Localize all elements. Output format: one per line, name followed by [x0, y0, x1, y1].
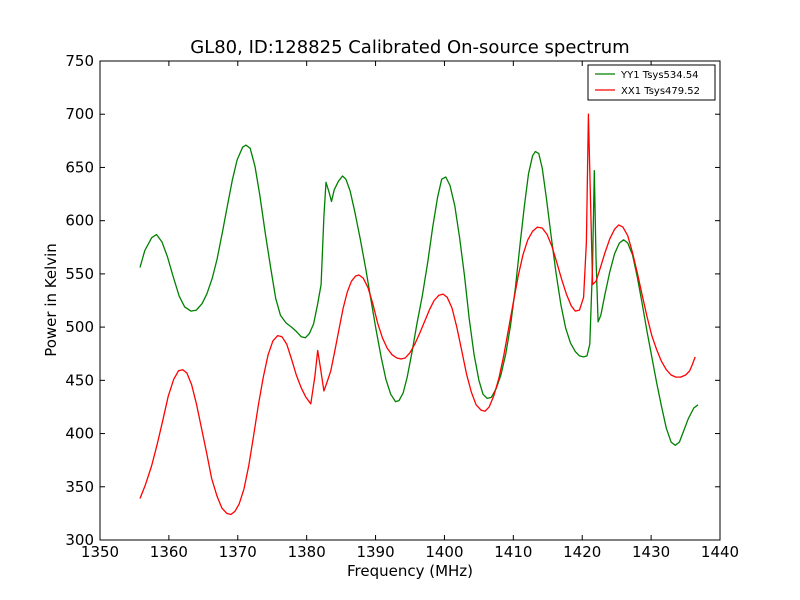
plot-frame — [99, 60, 721, 541]
plot-area: 1350 1360 1370 1380 1390 1400 1410 1420 1430 1440… — [65, 52, 739, 561]
y-tick-label: 550 — [65, 265, 94, 283]
legend-frame — [587, 64, 716, 101]
y-tick-label: 600 — [65, 212, 94, 230]
x-tick-label: 1400 — [425, 543, 463, 561]
x-tick-label: 1370 — [219, 543, 257, 561]
y-tick-label: 300 — [65, 531, 94, 549]
x-tick-label: 1390 — [356, 543, 394, 561]
legend-label: XX1 Tsys479.52 — [621, 86, 700, 97]
x-axis-label: Frequency (MHz) — [347, 562, 473, 580]
y-tick-label: 500 — [65, 318, 94, 336]
x-tick-label: 1420 — [563, 543, 601, 561]
x-tick-label: 1350 — [81, 543, 119, 561]
x-tick-label: 1380 — [288, 543, 326, 561]
legend-label: YY1 Tsys534.54 — [620, 70, 699, 81]
series-layer — [139, 113, 699, 516]
plot-background — [100, 61, 720, 540]
y-tick-label: 400 — [65, 425, 94, 443]
y-tick-label: 350 — [65, 478, 94, 496]
x-tick-label: 1440 — [701, 543, 739, 561]
y-tick-label: 650 — [65, 158, 94, 176]
ticks-layer: 1350 1360 1370 1380 1390 1400 1410 1420 1430 1440… — [65, 52, 739, 561]
x-tick-label: 1360 — [150, 543, 188, 561]
y-tick-label: 450 — [65, 371, 94, 389]
series-line-xx1 — [139, 113, 696, 516]
y-axis-label: Power in Kelvin — [42, 243, 60, 357]
chart-title: GL80, ID:128825 Calibrated On-source spe… — [190, 37, 629, 58]
x-tick-label: 1430 — [632, 543, 670, 561]
y-tick-label: 700 — [65, 105, 94, 123]
x-tick-label: 1410 — [494, 543, 532, 561]
y-tick-label: 750 — [65, 52, 94, 70]
series-line-yy1 — [139, 144, 699, 446]
legend: YY1 Tsys534.54 XX1 Tsys479.52 — [587, 64, 716, 101]
